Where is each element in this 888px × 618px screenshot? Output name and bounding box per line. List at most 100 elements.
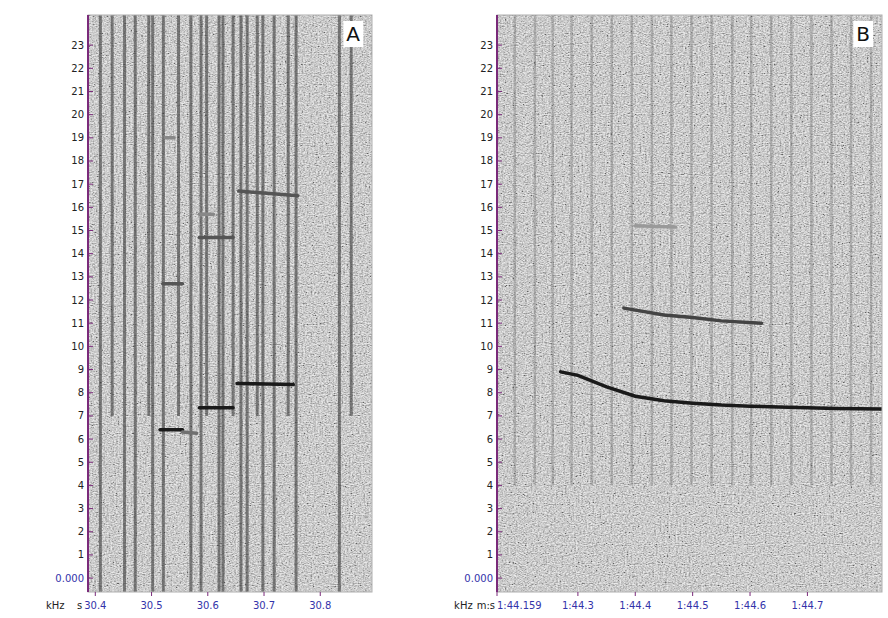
y-tick-label: 7 <box>78 410 84 421</box>
click <box>631 15 634 485</box>
y-axis <box>496 15 498 592</box>
plot-frame <box>88 15 372 592</box>
click <box>710 15 713 485</box>
click <box>162 15 165 592</box>
panel: 0.00012345678910111213141516171819202122… <box>454 15 882 611</box>
y-tick <box>497 554 502 555</box>
click <box>123 15 126 592</box>
y-tick-label: 12 <box>71 295 84 306</box>
y-tick <box>497 68 502 69</box>
click <box>690 15 693 485</box>
y-tick <box>88 485 93 486</box>
x-tick-label: 30.8 <box>309 600 331 611</box>
trace <box>163 282 183 286</box>
click <box>221 15 224 592</box>
y-tick <box>88 578 93 579</box>
y-tick <box>497 45 502 46</box>
click <box>611 15 614 485</box>
y-tick <box>88 554 93 555</box>
marks <box>100 15 351 592</box>
click <box>790 15 793 485</box>
y-tick <box>88 68 93 69</box>
y-axis-label: kHz <box>46 600 65 611</box>
click <box>218 15 221 592</box>
y-tick-label: 0.000 <box>464 573 493 584</box>
y-tick-label: 10 <box>480 341 493 352</box>
x-tick-label: 30.5 <box>140 600 162 611</box>
y-tick-label: 22 <box>71 63 84 74</box>
y-tick <box>497 230 502 231</box>
y-tick <box>88 114 93 115</box>
click <box>534 15 537 485</box>
figure: 0.00012345678910111213141516171819202122… <box>0 0 888 618</box>
y-tick-label: 20 <box>480 109 493 120</box>
y-tick-label: 9 <box>487 364 493 375</box>
y-tick <box>497 91 502 92</box>
y-tick <box>88 439 93 440</box>
y-tick <box>88 137 93 138</box>
click <box>551 15 554 485</box>
panel: 0.00012345678910111213141516171819202122… <box>46 15 372 611</box>
click <box>151 15 154 592</box>
y-tick <box>88 508 93 509</box>
x-tick-label: 1:44.5 <box>677 600 709 611</box>
x-tick <box>750 592 751 596</box>
y-tick <box>497 485 502 486</box>
panel-letter-background <box>343 21 363 47</box>
trace <box>635 226 675 227</box>
x-tick <box>95 592 96 596</box>
y-tick <box>88 160 93 161</box>
click <box>99 15 102 592</box>
click <box>273 15 276 592</box>
x-tick <box>497 592 498 596</box>
y-axis-label: kHz <box>454 600 473 611</box>
y-tick <box>88 184 93 185</box>
x-tick-label: 30.4 <box>84 600 106 611</box>
y-tick-label: 1 <box>78 549 84 560</box>
trace <box>166 136 174 140</box>
click <box>750 15 753 485</box>
y-tick-label: 13 <box>480 271 493 282</box>
y-tick-label: 2 <box>487 526 493 537</box>
y-tick <box>497 346 502 347</box>
x-tick <box>151 592 152 596</box>
y-tick <box>88 207 93 208</box>
y-tick-label: 5 <box>78 457 84 468</box>
click <box>770 15 773 485</box>
y-tick <box>88 300 93 301</box>
y-tick-label: 4 <box>487 480 493 491</box>
y-tick <box>497 184 502 185</box>
y-tick-label: 1 <box>487 549 493 560</box>
x-tick <box>207 592 208 596</box>
x-tick-label: 1:44.3 <box>562 600 594 611</box>
y-tick <box>88 531 93 532</box>
x-tick <box>264 592 265 596</box>
y-tick <box>88 346 93 347</box>
y-tick-label: 9 <box>78 364 84 375</box>
x-tick <box>692 592 693 596</box>
x-tick-label: 1:44.159 <box>497 600 542 611</box>
y-tick-label: 18 <box>480 155 493 166</box>
y-tick-label: 17 <box>71 179 84 190</box>
y-tick <box>88 253 93 254</box>
x-tick-label: 1:44.7 <box>791 600 823 611</box>
y-tick-label: 8 <box>78 387 84 398</box>
click <box>295 15 298 592</box>
trace <box>160 428 183 432</box>
x-axis-label: s <box>77 600 82 611</box>
y-tick-label: 19 <box>71 132 84 143</box>
y-tick <box>88 369 93 370</box>
x-tick <box>807 592 808 596</box>
y-tick-label: 21 <box>480 86 493 97</box>
y-tick <box>497 253 502 254</box>
click <box>830 15 833 485</box>
y-tick-label: 19 <box>480 132 493 143</box>
click <box>232 15 235 416</box>
click <box>239 15 242 592</box>
x-tick-label: 30.6 <box>197 600 219 611</box>
y-tick <box>88 415 93 416</box>
y-tick <box>497 462 502 463</box>
y-tick <box>497 369 502 370</box>
y-tick <box>497 578 502 579</box>
click <box>246 15 249 592</box>
